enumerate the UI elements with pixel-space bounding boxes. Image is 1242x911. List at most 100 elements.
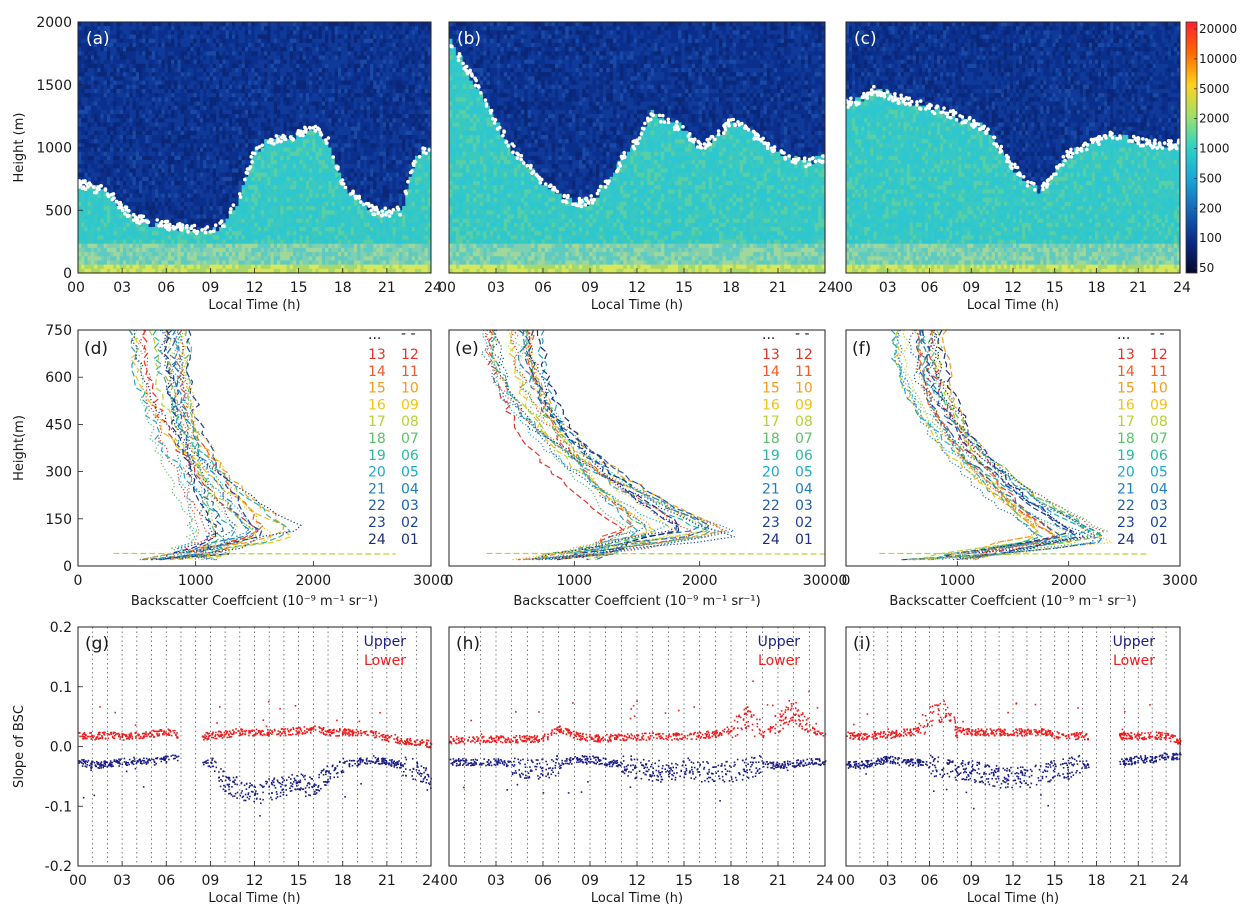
heatmap-cell — [133, 202, 137, 207]
heatmap-cell — [81, 35, 85, 40]
heatmap-cell — [142, 248, 146, 253]
heatmap-cell — [136, 156, 140, 161]
heatmap-cell — [139, 244, 143, 249]
heatmap-cell — [81, 26, 85, 31]
heatmap-cell — [120, 47, 124, 52]
heatmap-cell — [84, 240, 88, 245]
heatmap-cell — [94, 22, 98, 27]
heatmap-cell — [113, 76, 117, 81]
heatmap-cell — [165, 135, 169, 140]
heatmap-cell — [78, 189, 82, 194]
heatmap-cell — [110, 219, 114, 224]
heatmap-cell — [120, 260, 124, 265]
heatmap-cell — [94, 127, 98, 132]
heatmap-cell — [100, 135, 104, 140]
heatmap-cell — [165, 168, 169, 173]
heatmap-cell — [133, 64, 137, 69]
heatmap-cell — [123, 181, 127, 186]
heatmap-cell — [165, 47, 169, 52]
heatmap-cell — [91, 168, 95, 173]
heatmap-cell — [145, 85, 149, 90]
heatmap-cell — [97, 122, 101, 127]
heatmap-cell — [142, 110, 146, 115]
heatmap-cell — [120, 81, 124, 86]
heatmap-cell — [117, 148, 121, 153]
heatmap-cell — [117, 93, 121, 98]
heatmap-cell — [139, 206, 143, 211]
heatmap-cell — [117, 89, 121, 94]
heatmap-cell — [110, 26, 114, 31]
heatmap-cell — [136, 55, 140, 60]
heatmap-cell — [129, 181, 133, 186]
heatmap-cell — [142, 106, 146, 111]
heatmap-cell — [120, 26, 124, 31]
heatmap-cell — [168, 152, 172, 157]
heatmap-cell — [136, 93, 140, 98]
heatmap-cell — [149, 148, 153, 153]
heatmap-cell — [120, 231, 124, 236]
heatmap-cell — [126, 101, 130, 106]
heatmap-cell — [145, 248, 149, 253]
heatmap-cell — [120, 177, 124, 182]
heatmap-cell — [161, 55, 165, 60]
heatmap-cell — [129, 97, 133, 102]
heatmap-cell — [149, 164, 153, 169]
heatmap-cell — [133, 114, 137, 119]
heatmap-cell — [158, 85, 162, 90]
heatmap-cell — [158, 72, 162, 77]
heatmap-cell — [120, 152, 124, 157]
heatmap-cell — [136, 43, 140, 48]
heatmap-cell — [136, 252, 140, 257]
heatmap-cell — [129, 177, 133, 182]
heatmap-cell — [110, 177, 114, 182]
heatmap-cell — [97, 148, 101, 153]
heatmap-cell — [78, 256, 82, 261]
heatmap-cell — [84, 139, 88, 144]
heatmap-cell — [117, 110, 121, 115]
heatmap-cell — [155, 64, 159, 69]
heatmap-cell — [171, 26, 175, 31]
heatmap-cell — [142, 181, 146, 186]
heatmap-cell — [123, 81, 127, 86]
heatmap-cell — [97, 89, 101, 94]
heatmap-cell — [91, 164, 95, 169]
heatmap-cell — [145, 164, 149, 169]
heatmap-cell — [171, 30, 175, 35]
heatmap-cell — [120, 164, 124, 169]
heatmap-cell — [142, 210, 146, 215]
heatmap-cell — [133, 43, 137, 48]
heatmap-cell — [113, 173, 117, 178]
heatmap-cell — [155, 227, 159, 232]
heatmap-cell — [94, 152, 98, 157]
heatmap-cell — [136, 110, 140, 115]
heatmap-cell — [84, 152, 88, 157]
heatmap-cell — [129, 256, 133, 261]
heatmap-cell — [110, 235, 114, 240]
heatmap-cell — [120, 227, 124, 232]
heatmap-cell — [126, 177, 130, 182]
heatmap-cell — [136, 118, 140, 123]
heatmap-cell — [168, 22, 172, 27]
heatmap-cell — [117, 127, 121, 132]
heatmap-cell — [142, 231, 146, 236]
heatmap-cell — [139, 68, 143, 73]
heatmap-cell — [171, 127, 175, 132]
heatmap-cell — [158, 139, 162, 144]
heatmap-cell — [165, 81, 169, 86]
heatmap-cell — [78, 35, 82, 40]
heatmap-cell — [168, 210, 172, 215]
heatmap-cell — [97, 194, 101, 199]
heatmap-cell — [81, 55, 85, 60]
heatmap-cell — [129, 173, 133, 178]
heatmap-cell — [120, 252, 124, 257]
heatmap-cell — [100, 55, 104, 60]
heatmap-cell — [100, 148, 104, 153]
heatmap-cell — [168, 181, 172, 186]
heatmap-cell — [117, 118, 121, 123]
heatmap-cell — [139, 47, 143, 52]
heatmap-cell — [94, 60, 98, 65]
heatmap-cell — [149, 81, 153, 86]
heatmap-cell — [155, 152, 159, 157]
heatmap-cell — [158, 185, 162, 190]
heatmap-cell — [78, 22, 82, 27]
